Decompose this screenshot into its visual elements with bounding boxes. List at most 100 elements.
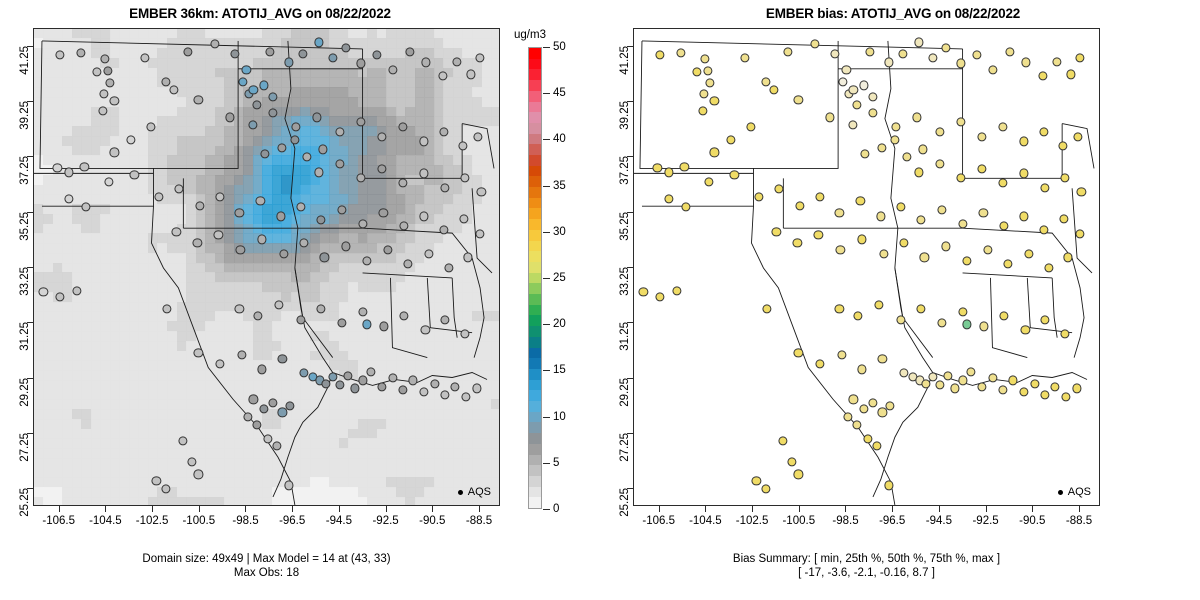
aqs-monitor-point[interactable] — [1008, 375, 1018, 385]
aqs-monitor-point[interactable] — [988, 65, 998, 75]
aqs-monitor-point[interactable] — [1076, 186, 1086, 197]
aqs-monitor-point[interactable] — [859, 80, 869, 90]
aqs-monitor-point[interactable] — [897, 49, 908, 59]
aqs-monitor-point[interactable] — [883, 480, 894, 491]
aqs-monitor-point[interactable] — [52, 163, 62, 173]
aqs-monitor-point[interactable] — [937, 205, 947, 215]
aqs-monitor-point[interactable] — [699, 88, 709, 99]
aqs-monitor-point[interactable] — [424, 249, 434, 259]
aqs-monitor-point[interactable] — [1039, 225, 1049, 235]
aqs-monitor-point[interactable] — [268, 108, 278, 118]
aqs-monitor-point[interactable] — [405, 47, 415, 57]
aqs-monitor-point[interactable] — [838, 76, 848, 87]
aqs-monitor-point[interactable] — [379, 321, 389, 331]
aqs-monitor-point[interactable] — [272, 441, 282, 451]
aqs-monitor-point[interactable] — [777, 436, 788, 446]
aqs-monitor-point[interactable] — [321, 379, 331, 389]
aqs-monitor-point[interactable] — [268, 92, 278, 102]
aqs-monitor-point[interactable] — [439, 225, 449, 235]
aqs-monitor-point[interactable] — [241, 65, 252, 75]
aqs-monitor-point[interactable] — [79, 162, 90, 172]
aqs-monitor-point[interactable] — [459, 214, 469, 224]
aqs-monitor-point[interactable] — [366, 367, 376, 377]
aqs-monitor-point[interactable] — [810, 39, 820, 49]
aqs-monitor-point[interactable] — [751, 476, 761, 486]
aqs-monitor-point[interactable] — [1063, 252, 1073, 263]
aqs-monitor-point[interactable] — [1040, 183, 1050, 193]
aqs-monitor-point[interactable] — [726, 135, 736, 145]
aqs-monitor-point[interactable] — [1019, 168, 1029, 178]
aqs-monitor-point[interactable] — [977, 381, 987, 392]
aqs-monitor-point[interactable] — [174, 184, 184, 194]
aqs-monitor-point[interactable] — [213, 229, 224, 240]
aqs-monitor-point[interactable] — [1066, 69, 1076, 79]
aqs-monitor-point[interactable] — [183, 47, 193, 57]
aqs-monitor-point[interactable] — [853, 311, 863, 321]
aqs-monitor-point[interactable] — [319, 252, 330, 263]
aqs-monitor-point[interactable] — [383, 245, 393, 255]
aqs-monitor-point[interactable] — [899, 368, 909, 378]
aqs-monitor-point[interactable] — [1040, 315, 1050, 325]
aqs-monitor-point[interactable] — [1075, 228, 1085, 239]
aqs-monitor-point[interactable] — [979, 321, 989, 331]
aqs-monitor-point[interactable] — [472, 383, 482, 394]
aqs-monitor-point[interactable] — [935, 159, 945, 169]
aqs-monitor-point[interactable] — [754, 192, 764, 202]
aqs-monitor-point[interactable] — [928, 53, 938, 63]
aqs-monitor-point[interactable] — [652, 163, 662, 173]
aqs-monitor-point[interactable] — [885, 401, 895, 411]
aqs-monitor-point[interactable] — [358, 219, 368, 229]
aqs-monitor-point[interactable] — [793, 95, 803, 105]
aqs-monitor-point[interactable] — [193, 95, 203, 105]
aqs-monitor-point[interactable] — [193, 469, 203, 480]
aqs-monitor-point[interactable] — [450, 381, 460, 392]
aqs-monitor-point[interactable] — [92, 67, 102, 77]
aqs-monitor-point[interactable] — [177, 436, 188, 446]
aqs-monitor-point[interactable] — [440, 390, 450, 400]
aqs-monitor-point[interactable] — [105, 77, 115, 88]
aqs-monitor-point[interactable] — [161, 76, 171, 87]
aqs-monitor-point[interactable] — [916, 304, 926, 314]
aqs-monitor-point[interactable] — [459, 329, 470, 339]
aqs-monitor-point[interactable] — [356, 117, 366, 127]
aqs-monitor-point[interactable] — [195, 201, 205, 211]
aqs-monitor-point[interactable] — [100, 54, 110, 64]
aqs-monitor-point[interactable] — [787, 456, 797, 467]
aqs-monitor-point[interactable] — [1019, 136, 1029, 146]
aqs-monitor-point[interactable] — [896, 315, 906, 325]
aqs-monitor-point[interactable] — [290, 122, 301, 132]
aqs-monitor-point[interactable] — [1050, 381, 1060, 392]
aqs-monitor-point[interactable] — [835, 245, 845, 255]
aqs-monitor-point[interactable] — [314, 167, 324, 177]
aqs-monitor-point[interactable] — [676, 48, 686, 58]
aqs-monitor-point[interactable] — [361, 256, 372, 266]
aqs-monitor-point[interactable] — [914, 37, 924, 47]
aqs-monitor-point[interactable] — [956, 58, 966, 68]
aqs-monitor-point[interactable] — [377, 131, 387, 142]
aqs-monitor-point[interactable] — [977, 131, 987, 142]
aqs-monitor-point[interactable] — [444, 263, 454, 273]
aqs-monitor-point[interactable] — [237, 350, 247, 360]
aqs-monitor-point[interactable] — [771, 227, 782, 237]
aqs-monitor-point[interactable] — [655, 50, 665, 60]
aqs-monitor-point[interactable] — [1019, 211, 1029, 221]
aqs-monitor-point[interactable] — [356, 58, 366, 68]
aqs-monitor-point[interactable] — [154, 192, 164, 202]
aqs-monitor-point[interactable] — [1040, 390, 1050, 400]
aqs-monitor-point[interactable] — [761, 484, 771, 494]
aqs-monitor-point[interactable] — [252, 99, 262, 110]
aqs-monitor-point[interactable] — [475, 53, 485, 63]
aqs-monitor-point[interactable] — [64, 167, 74, 177]
aqs-monitor-point[interactable] — [978, 208, 988, 218]
aqs-monitor-point[interactable] — [285, 401, 295, 411]
aqs-monitor-point[interactable] — [852, 99, 862, 110]
aqs-monitor-point[interactable] — [860, 149, 870, 159]
aqs-monitor-point[interactable] — [769, 85, 779, 95]
aqs-monitor-point[interactable] — [55, 50, 65, 60]
aqs-monitor-point[interactable] — [941, 43, 951, 53]
aqs-monitor-point[interactable] — [918, 144, 928, 155]
aqs-monitor-point[interactable] — [259, 80, 269, 90]
aqs-monitor-point[interactable] — [234, 208, 245, 218]
aqs-monitor-point[interactable] — [868, 108, 878, 118]
aqs-monitor-point[interactable] — [476, 186, 486, 197]
